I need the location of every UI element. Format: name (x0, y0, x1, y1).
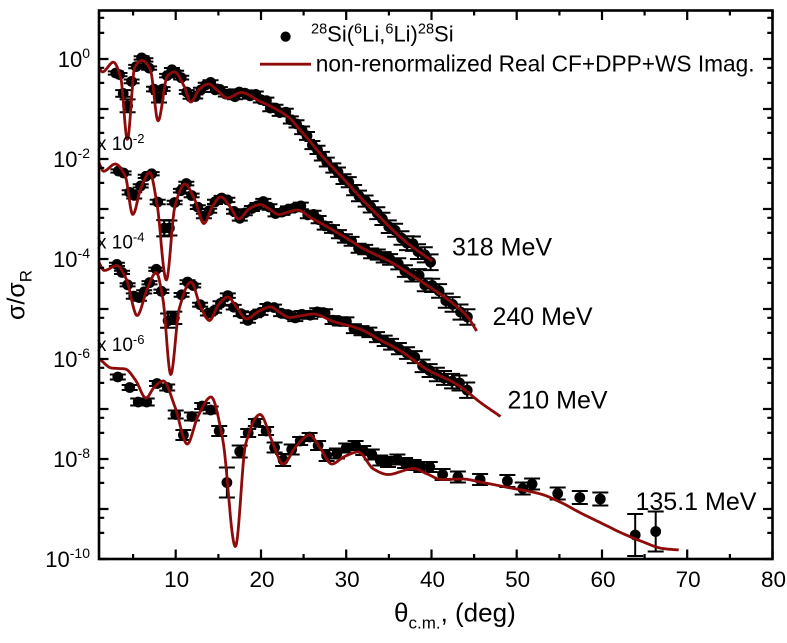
svg-text:50: 50 (505, 567, 530, 592)
svg-text:318 MeV: 318 MeV (452, 233, 552, 261)
svg-text:non-renormalized Real CF+DPP+W: non-renormalized Real CF+DPP+WS Imag. (316, 50, 755, 76)
svg-text:10-10: 10-10 (45, 545, 90, 572)
svg-text:28Si(6Li,6Li)28Si: 28Si(6Li,6Li)28Si (311, 22, 454, 47)
svg-text:10-4: 10-4 (53, 245, 90, 272)
svg-text:210 MeV: 210 MeV (508, 387, 608, 415)
svg-text:60: 60 (590, 567, 615, 592)
svg-text:20: 20 (249, 567, 274, 592)
svg-text:30: 30 (335, 567, 360, 592)
svg-text:240 MeV: 240 MeV (493, 303, 593, 331)
svg-text:10: 10 (164, 567, 189, 592)
svg-text:135.1 MeV: 135.1 MeV (636, 488, 757, 516)
svg-text:40: 40 (420, 567, 445, 592)
svg-text:70: 70 (676, 567, 701, 592)
svg-text:80: 80 (761, 567, 786, 592)
